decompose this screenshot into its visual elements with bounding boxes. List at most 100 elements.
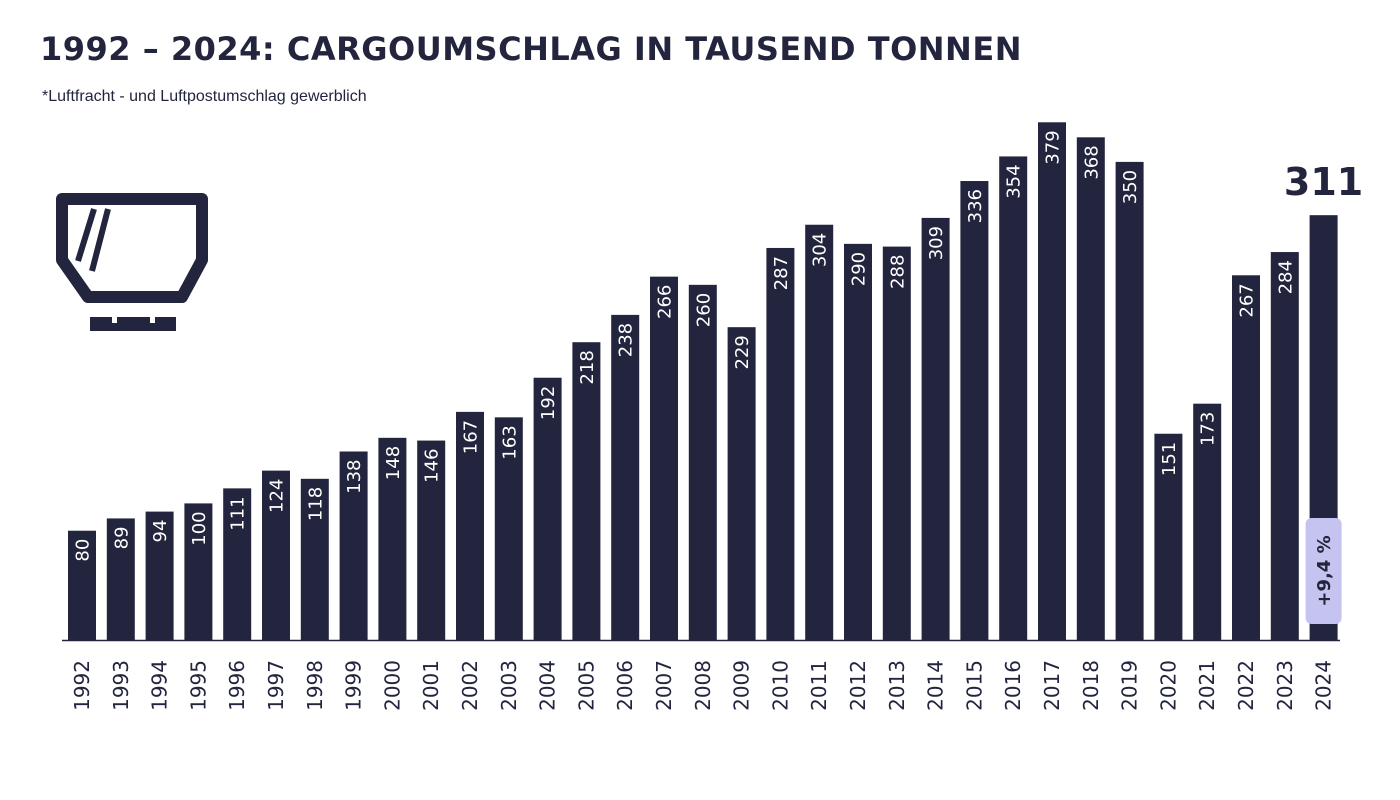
- bar-2011: [805, 224, 834, 640]
- bar-value-label: 290: [849, 252, 870, 286]
- bar-2015: [960, 181, 989, 641]
- x-tick-label: 2020: [1156, 660, 1180, 711]
- bar-value-label: 260: [693, 293, 714, 327]
- x-tick-label: 1994: [148, 660, 172, 711]
- x-tick-label: 2013: [885, 660, 909, 711]
- bar-2004: [533, 377, 562, 640]
- x-tick-label: 2002: [458, 660, 482, 711]
- x-tick-label: 2008: [691, 660, 715, 711]
- bar-2010: [766, 247, 795, 640]
- x-tick-label: 2010: [768, 660, 792, 711]
- x-tick-label: 1992: [70, 660, 94, 711]
- bar-2019: [1115, 161, 1144, 640]
- x-tick-label: 2017: [1040, 660, 1064, 711]
- bar-value-label: 173: [1198, 412, 1219, 446]
- bar-2014: [921, 217, 950, 640]
- chart-title: 1992 – 2024: CARGOUMSCHLAG IN TAUSEND TO…: [40, 30, 1022, 68]
- change-badge-label: +9,4 %: [1314, 535, 1335, 606]
- chart-subtitle: *Luftfracht - und Luftpostumschlag gewer…: [42, 88, 367, 105]
- bar-value-label: 350: [1120, 170, 1141, 204]
- bar-value-label: 138: [344, 459, 365, 493]
- bar-value-label: 89: [111, 526, 132, 549]
- bar-value-label: 284: [1275, 260, 1296, 294]
- x-tick-label: 2011: [807, 660, 831, 711]
- bar-value-label: 192: [538, 386, 559, 420]
- x-tick-label: 2007: [652, 660, 676, 711]
- bar-value-label: 309: [926, 226, 947, 260]
- bar-1995: [184, 503, 213, 640]
- bar-value-label: 124: [267, 479, 288, 513]
- x-tick-label: 2012: [846, 660, 870, 711]
- bar-2016: [999, 156, 1028, 640]
- bar-value-label: 287: [771, 256, 792, 290]
- bar-1998: [300, 478, 329, 640]
- bar-value-label: 94: [150, 520, 171, 543]
- x-tick-label: 1998: [303, 660, 327, 711]
- bar-2020: [1154, 433, 1183, 640]
- bar-value-label: 167: [461, 420, 482, 454]
- x-tick-label: 2005: [574, 660, 598, 711]
- x-tick-label: 2016: [1001, 660, 1025, 711]
- bar-value-label: 146: [422, 449, 443, 483]
- bar-value-label: 100: [189, 511, 210, 545]
- x-tick-label: 1999: [342, 660, 366, 711]
- change-badge: [1305, 518, 1342, 624]
- bar-1992: [68, 530, 96, 640]
- bar-2023: [1270, 252, 1299, 640]
- x-tick-label: 2022: [1234, 660, 1258, 711]
- x-tick-label: 1993: [109, 660, 133, 711]
- bar-2000: [378, 437, 407, 640]
- x-tick-label: 2015: [962, 660, 986, 711]
- x-tick-label: 1995: [186, 660, 210, 711]
- bar-value-label: 336: [965, 189, 986, 223]
- bar-2018: [1076, 137, 1105, 640]
- bar-2007: [650, 276, 678, 640]
- bar-1999: [339, 451, 368, 640]
- bar-value-label: 80: [73, 539, 94, 562]
- bar-2005: [572, 342, 601, 640]
- x-tick-label: 2023: [1273, 660, 1297, 711]
- bar-1993: [106, 518, 135, 640]
- bar-2006: [611, 314, 640, 640]
- bar-value-label: 267: [1237, 283, 1258, 317]
- bar-value-label: 218: [577, 350, 598, 384]
- bar-value-label: 379: [1043, 130, 1064, 164]
- x-tick-label: 2018: [1079, 660, 1103, 711]
- bar-value-label: 118: [305, 487, 326, 521]
- bar-value-label: 354: [1004, 164, 1025, 198]
- x-tick-label: 2003: [497, 660, 521, 711]
- bar-1994: [145, 511, 174, 640]
- x-tick-label: 2024: [1312, 660, 1336, 711]
- bar-value-label: 368: [1081, 145, 1102, 179]
- highlight-value-label: 311: [1284, 160, 1363, 204]
- bar-2001: [417, 440, 446, 640]
- bar-1997: [262, 470, 290, 640]
- bar-2012: [844, 243, 872, 641]
- x-tick-label: 2021: [1195, 660, 1219, 711]
- bar-1996: [223, 488, 252, 640]
- bar-value-label: 266: [655, 285, 676, 319]
- x-tick-label: 2009: [730, 660, 754, 711]
- bar-value-label: 111: [228, 496, 249, 530]
- x-tick-label: 2006: [613, 660, 637, 711]
- bar-2003: [494, 417, 523, 640]
- bar-value-label: 238: [616, 323, 637, 357]
- bar-2009: [727, 327, 756, 640]
- x-tick-label: 1996: [225, 660, 249, 711]
- x-tick-label: 2004: [536, 660, 560, 711]
- bar-value-label: 304: [810, 233, 831, 267]
- bar-2008: [688, 284, 717, 640]
- bar-value-label: 288: [887, 255, 908, 289]
- cargo-container-icon: [56, 193, 208, 331]
- bar-2013: [882, 246, 911, 641]
- bar-value-label: 151: [1159, 442, 1180, 476]
- bar-2002: [456, 411, 484, 640]
- bar-2017: [1038, 122, 1066, 640]
- bar-value-label: 163: [499, 425, 520, 459]
- x-tick-label: 2001: [419, 660, 443, 711]
- x-tick-label: 2014: [924, 660, 948, 711]
- bar-value-label: 148: [383, 446, 404, 480]
- bar-2021: [1193, 403, 1222, 640]
- x-tick-label: 2000: [380, 660, 404, 711]
